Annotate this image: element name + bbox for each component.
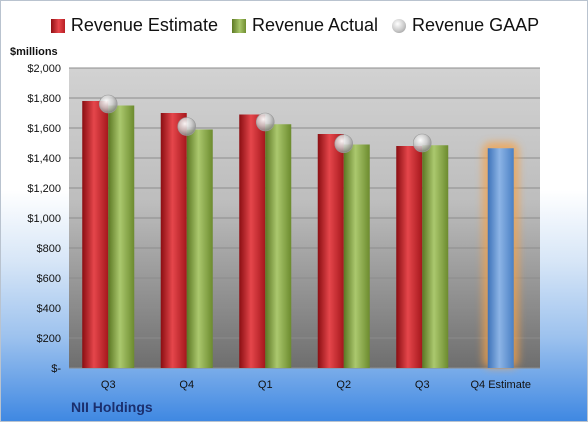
x-axis-ticks: Q3 Q4 Q1 Q2 Q3 Q4 Estimate bbox=[101, 379, 531, 391]
legend-item-estimate: Revenue Estimate bbox=[50, 15, 218, 36]
legend-marker-gaap bbox=[392, 18, 407, 33]
y-tick-label: $1,800 bbox=[27, 93, 61, 105]
x-tick-label: Q1 bbox=[258, 379, 273, 391]
bar-revenue-actual bbox=[186, 129, 213, 368]
legend-swatch-estimate bbox=[50, 18, 65, 33]
y-tick-label: $- bbox=[51, 363, 61, 375]
legend-item-gaap: Revenue GAAP bbox=[392, 15, 539, 36]
marker-revenue-gaap bbox=[98, 94, 118, 114]
x-tick-label: Q3 bbox=[101, 379, 116, 391]
bar-revenue-estimate bbox=[82, 101, 109, 368]
bar-revenue-actual bbox=[422, 145, 449, 368]
marker-revenue-gaap bbox=[255, 112, 275, 132]
marker-revenue-gaap bbox=[412, 133, 432, 153]
bar-revenue-actual bbox=[108, 105, 135, 368]
x-tick-label: Q4 Estimate bbox=[470, 379, 531, 391]
x-tick-label: Q3 bbox=[415, 379, 430, 391]
y-tick-label: $800 bbox=[37, 243, 61, 255]
y-tick-label: $200 bbox=[37, 333, 61, 345]
legend: Revenue Estimate Revenue Actual Revenue … bbox=[1, 15, 588, 36]
y-tick-label: $1,600 bbox=[27, 123, 61, 135]
legend-label-actual: Revenue Actual bbox=[251, 15, 379, 35]
legend-item-actual: Revenue Actual bbox=[231, 15, 379, 36]
gaap-markers bbox=[98, 94, 432, 154]
y-tick-label: $1,200 bbox=[27, 183, 61, 195]
y-tick-label: $2,000 bbox=[27, 63, 61, 75]
company-name: NII Holdings bbox=[71, 399, 153, 415]
marker-revenue-gaap bbox=[334, 134, 354, 154]
legend-label-gaap: Revenue GAAP bbox=[412, 15, 540, 35]
marker-revenue-gaap bbox=[177, 117, 197, 136]
bar-revenue-actual bbox=[343, 144, 370, 368]
x-tick-label: Q4 bbox=[179, 379, 194, 391]
y-tick-label: $1,000 bbox=[27, 213, 61, 225]
gridlines bbox=[69, 67, 540, 369]
bar-revenue-estimate bbox=[396, 146, 423, 368]
y-tick-label: $1,400 bbox=[27, 153, 61, 165]
legend-swatch-actual bbox=[231, 18, 246, 33]
bars bbox=[82, 101, 519, 368]
y-tick-label: $400 bbox=[37, 303, 61, 315]
bar-revenue-estimate bbox=[160, 113, 187, 368]
bar-revenue-estimate bbox=[317, 134, 344, 368]
y-tick-label: $600 bbox=[37, 273, 61, 285]
bar-future-estimate bbox=[487, 148, 514, 368]
bar-revenue-actual bbox=[265, 124, 292, 368]
legend-label-estimate: Revenue Estimate bbox=[70, 15, 218, 35]
x-tick-label: Q2 bbox=[336, 379, 351, 391]
y-axis-ticks: $- $200 $400 $600 $800 $1,000 $1,200 $1,400 $1,6… bbox=[27, 63, 61, 375]
bar-revenue-estimate bbox=[239, 114, 266, 368]
y-axis-unit-label: $millions bbox=[10, 46, 58, 58]
